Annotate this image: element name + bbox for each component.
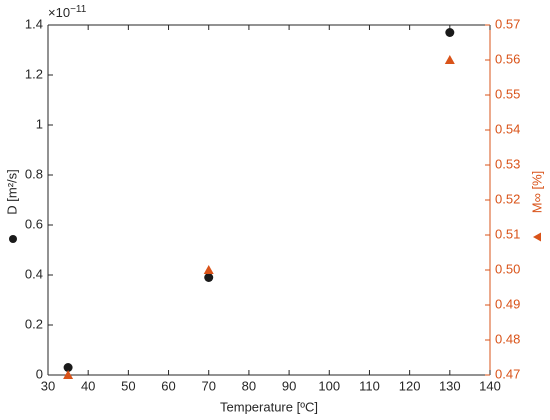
x-tick-label: 90 bbox=[282, 378, 296, 393]
x-tick-label: 60 bbox=[161, 378, 175, 393]
y2-tick-label: 0.48 bbox=[495, 331, 520, 346]
x-tick-label: 110 bbox=[359, 378, 380, 393]
point bbox=[445, 28, 455, 37]
y2-tick-label: 0.55 bbox=[495, 86, 520, 101]
x-axis-label: Temperature [ºC] bbox=[220, 399, 318, 414]
x-tick-label: 130 bbox=[439, 378, 461, 393]
x-tick-label: 80 bbox=[242, 378, 256, 393]
y2-tick-label: 0.49 bbox=[495, 296, 520, 311]
x-tick-label: 120 bbox=[399, 378, 421, 393]
point bbox=[63, 370, 74, 379]
y-tick-label: 1.4 bbox=[25, 16, 43, 31]
point bbox=[203, 265, 214, 274]
exponent-power: −11 bbox=[70, 4, 87, 15]
y-tick-label: 1.2 bbox=[25, 66, 43, 81]
y-tick-label: 0.4 bbox=[25, 266, 43, 281]
x-tick-label: 70 bbox=[201, 378, 215, 393]
point bbox=[444, 55, 455, 64]
y-exponent: ×10−11 bbox=[48, 4, 87, 21]
y-axis-label: D [m²/s] bbox=[4, 169, 19, 215]
y2-tick-label: 0.51 bbox=[495, 226, 520, 241]
y2-tick-label: 0.50 bbox=[495, 261, 520, 276]
exponent-base: ×10 bbox=[48, 5, 70, 20]
x-tick-label: 140 bbox=[479, 378, 501, 393]
x-tick-label: 100 bbox=[318, 378, 340, 393]
y2-tick-label: 0.52 bbox=[495, 191, 520, 206]
y2-tick-label: 0.53 bbox=[495, 156, 520, 171]
y2-tick-label: 0.57 bbox=[495, 16, 520, 31]
x-tick-label: 30 bbox=[41, 378, 55, 393]
y2-axis-label: M∞ [%] bbox=[529, 171, 544, 214]
y-tick-label: 0.6 bbox=[25, 216, 43, 231]
legend-marker bbox=[9, 235, 17, 243]
point bbox=[63, 363, 73, 372]
y-tick-label: 0 bbox=[36, 366, 43, 381]
point bbox=[204, 273, 214, 282]
legend-marker bbox=[533, 232, 541, 242]
x-tick-label: 50 bbox=[121, 378, 135, 393]
y2-tick-label: 0.47 bbox=[495, 366, 520, 381]
y-tick-label: 1 bbox=[36, 116, 43, 131]
x-tick-label: 40 bbox=[81, 378, 95, 393]
y-tick-label: 0.8 bbox=[25, 166, 43, 181]
y2-tick-label: 0.56 bbox=[495, 51, 520, 66]
y-tick-label: 0.2 bbox=[25, 316, 43, 331]
y2-tick-label: 0.54 bbox=[495, 121, 520, 136]
